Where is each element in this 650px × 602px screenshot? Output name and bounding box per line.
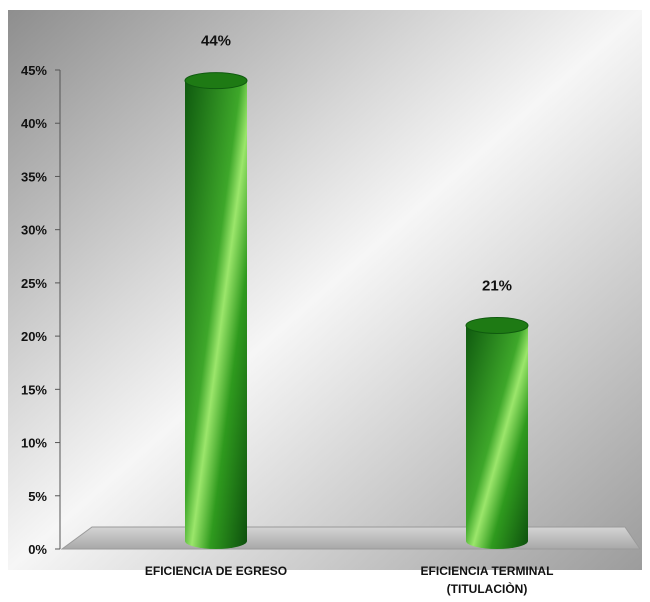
category-label: (TITULACIÒN) bbox=[447, 581, 528, 596]
y-tick-label: 35% bbox=[21, 169, 47, 184]
data-label: 44% bbox=[201, 33, 231, 50]
y-tick-label: 15% bbox=[21, 382, 47, 397]
y-tick-label: 5% bbox=[28, 489, 47, 504]
bar-body bbox=[185, 80, 247, 549]
bar-top bbox=[465, 316, 529, 334]
bar bbox=[465, 316, 529, 549]
bar bbox=[184, 72, 248, 549]
bars bbox=[184, 72, 529, 549]
category-label: EFICIENCIA TERMINAL bbox=[421, 564, 554, 578]
y-tick-label: 45% bbox=[21, 63, 47, 78]
bar-body bbox=[466, 325, 528, 549]
chart-floor bbox=[60, 526, 641, 550]
y-tick-label: 30% bbox=[21, 223, 47, 238]
y-axis-ticks: 0% 5% 10% 15% 20% 25% 30% 35% 40% 45% bbox=[21, 63, 60, 557]
data-labels: 44% 21% bbox=[201, 33, 512, 295]
y-tick-label: 20% bbox=[21, 329, 47, 344]
y-tick-label: 10% bbox=[21, 436, 47, 451]
bar-top bbox=[184, 72, 248, 90]
category-labels: EFICIENCIA DE EGRESO EFICIENCIA TERMINAL (… bbox=[145, 564, 554, 596]
y-tick-label: 0% bbox=[28, 542, 47, 557]
y-tick-label: 25% bbox=[21, 276, 47, 291]
y-tick-label: 40% bbox=[21, 116, 47, 131]
data-label: 21% bbox=[482, 277, 512, 294]
category-label: EFICIENCIA DE EGRESO bbox=[145, 564, 287, 578]
plot-area-background bbox=[8, 10, 642, 570]
